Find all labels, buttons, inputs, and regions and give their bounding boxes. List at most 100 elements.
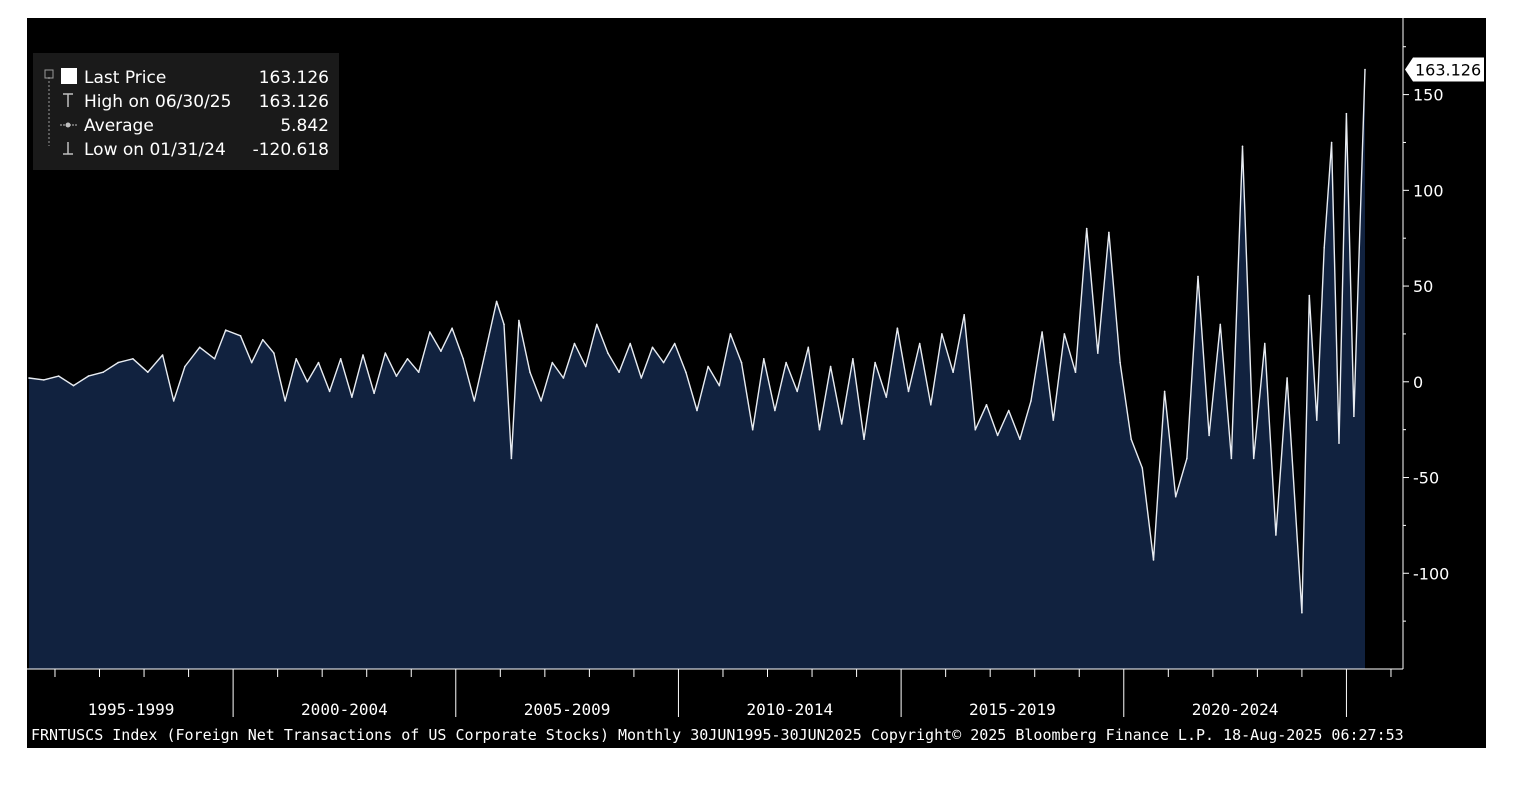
y-tick-label-0: 0: [1413, 373, 1423, 392]
series-point-16: [250, 361, 253, 364]
series-point-100: [1174, 495, 1177, 498]
chart-legend: Last Price 163.126 High on 06/30/25 163.…: [33, 53, 339, 170]
series-point-13: [213, 358, 216, 360]
legend-value-low: -120.618: [253, 140, 329, 160]
series-point-80: [952, 371, 954, 374]
series-point-29: [395, 375, 398, 377]
series-point-45: [562, 377, 565, 379]
series-point-22: [317, 361, 320, 364]
series-point-88: [1041, 331, 1043, 333]
chart-panel: 150 100 50 0 -50 -100 1995-1999 2000-2004 2005-2…: [27, 18, 1486, 748]
series-point-98: [1152, 559, 1155, 561]
series-point-106: [1241, 145, 1244, 148]
series-point-39: [503, 323, 505, 326]
series-point-68: [818, 428, 821, 431]
series-point-67: [807, 346, 810, 349]
series-point-99: [1163, 390, 1166, 393]
series-line-last-price: [28, 69, 1366, 614]
legend-label-high: High on 06/30/25: [84, 92, 231, 112]
series-point-113: [1316, 419, 1318, 421]
series-point-15: [239, 335, 242, 337]
series-point-83: [985, 404, 988, 406]
y-tick-label-50: 50: [1413, 277, 1433, 296]
series-point-112: [1308, 294, 1311, 297]
series-point-34: [451, 327, 453, 330]
x-period-label-4: 2015-2019: [969, 700, 1056, 719]
series-point-81: [963, 314, 965, 316]
legend-value-high: 163.126: [259, 92, 329, 112]
series-point-43: [540, 400, 542, 402]
series-point-36: [473, 400, 476, 402]
series-point-74: [885, 396, 888, 398]
low-marker-icon: [63, 142, 73, 155]
series-point-5: [102, 371, 104, 374]
series-point-30: [406, 358, 409, 360]
x-period-label-0: 1995-1999: [88, 700, 175, 719]
series-point-37: [484, 350, 487, 353]
y-tick-label--100: -100: [1413, 564, 1449, 583]
series-point-18: [273, 352, 275, 354]
legend-label-low: Low on 01/31/24: [84, 140, 226, 160]
series-point-21: [306, 381, 309, 383]
series-point-103: [1208, 434, 1210, 437]
series-point-11: [184, 365, 186, 368]
series-point-87: [1030, 400, 1032, 402]
legend-value-average: 5.842: [280, 116, 329, 136]
average-marker-icon: [60, 122, 77, 128]
series-point-38: [495, 300, 498, 303]
series-point-17: [262, 338, 264, 341]
series-point-54: [662, 361, 665, 364]
series-point-7: [132, 358, 134, 360]
series-point-115: [1330, 141, 1333, 144]
legend-label-last-price: Last Price: [84, 68, 166, 88]
series-point-117: [1345, 112, 1348, 115]
series-point-46: [573, 342, 576, 345]
high-marker-icon: [63, 93, 73, 107]
series-point-41: [518, 319, 520, 322]
series-point-40: [510, 457, 513, 460]
series-point-28: [384, 352, 387, 354]
series-point-56: [685, 371, 687, 374]
chart-footer: FRNTUSCS Index (Foreign Net Transactions…: [31, 726, 1404, 744]
x-period-label-2: 2005-2009: [524, 700, 611, 719]
legend-collapse-icon[interactable]: [44, 69, 54, 79]
y-tick-label-150: 150: [1413, 86, 1444, 105]
series-point-60: [729, 333, 732, 335]
chart-svg: 150 100 50 0 -50 -100 1995-1999 2000-2004 2005-2…: [27, 18, 1484, 744]
series-point-55: [673, 342, 676, 345]
series-point-79: [941, 333, 943, 335]
legend-background: [33, 53, 339, 170]
series-point-33: [440, 350, 442, 353]
series-point-91: [1074, 371, 1077, 374]
series-point-63: [763, 358, 765, 360]
series-point-57: [696, 409, 698, 412]
series-point-64: [774, 409, 776, 412]
series-point-92: [1085, 227, 1088, 230]
series-point-44: [551, 361, 554, 364]
series-point-77: [918, 342, 921, 345]
series-point-85: [1007, 409, 1010, 412]
series-point-23: [328, 390, 331, 393]
series-point-52: [640, 377, 643, 379]
series-point-0: [28, 377, 30, 379]
series-point-118: [1353, 415, 1355, 418]
series-point-50: [618, 371, 620, 374]
series-point-110: [1286, 377, 1288, 379]
series-point-3: [72, 384, 75, 387]
series-point-48: [596, 323, 598, 326]
series-point-49: [607, 352, 609, 354]
y-tick-label-100: 100: [1413, 181, 1444, 200]
series-point-119: [1364, 68, 1366, 71]
series-point-75: [896, 327, 899, 330]
series-point-104: [1219, 323, 1222, 326]
series-point-66: [796, 390, 798, 393]
series-area-fill: [29, 69, 1365, 669]
series-point-62: [751, 428, 754, 431]
last-price-flag-shape: [1405, 57, 1484, 82]
x-period-label-5: 2020-2024: [1192, 700, 1279, 719]
series-point-12: [198, 346, 201, 349]
series-point-20: [295, 358, 298, 360]
series-point-47: [584, 365, 587, 368]
series-point-10: [172, 400, 175, 402]
series-point-86: [1019, 438, 1021, 441]
